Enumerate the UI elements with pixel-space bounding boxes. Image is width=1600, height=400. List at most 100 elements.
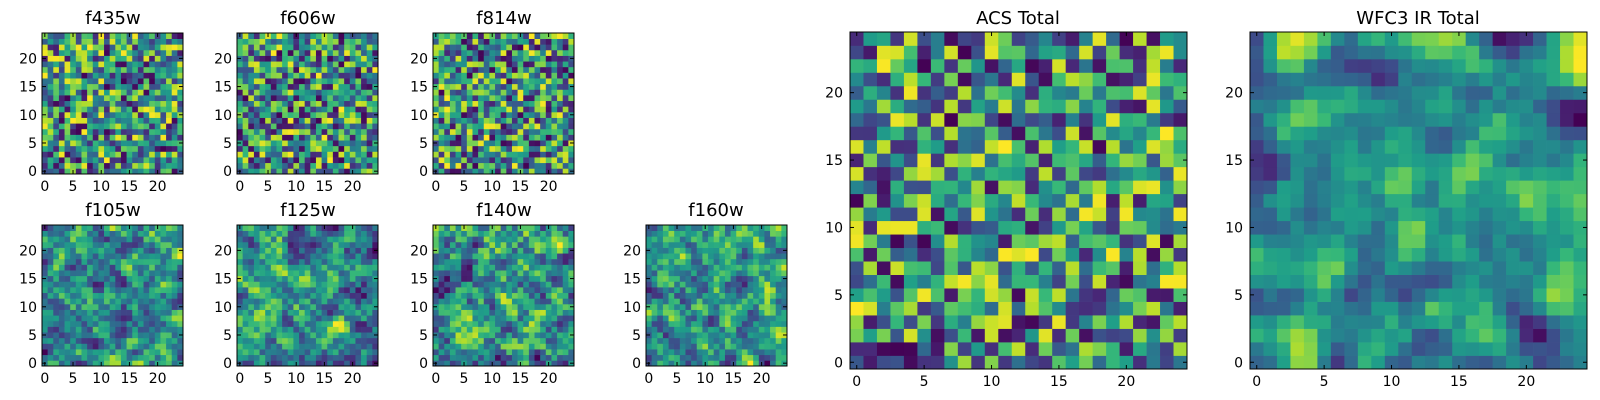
heatmap-cell (506, 247, 513, 254)
heatmap-cell (540, 111, 547, 118)
heatmap-cell (444, 157, 451, 164)
heatmap-cell (372, 264, 379, 271)
heatmap-cell (770, 275, 777, 282)
heatmap-cell (662, 298, 669, 305)
heatmap-cell (662, 337, 669, 344)
heatmap-cell (293, 275, 300, 282)
heatmap-cell (64, 320, 71, 327)
heatmap-cell (265, 298, 272, 305)
heatmap-cell (651, 303, 658, 310)
heatmap-cell (166, 230, 173, 237)
heatmap-cell (87, 241, 94, 248)
heatmap-cell (242, 66, 249, 73)
heatmap-cell (1079, 342, 1093, 356)
heatmap-cell (930, 220, 945, 235)
heatmap-cell (651, 241, 658, 248)
heatmap-cell (528, 292, 535, 299)
heatmap-cell (736, 303, 743, 310)
heatmap-cell (321, 309, 328, 316)
heatmap-cell (104, 100, 111, 107)
heatmap-cell (736, 264, 743, 271)
heatmap-cell (299, 253, 306, 260)
heatmap-cell (500, 247, 507, 254)
heatmap-cell (523, 287, 530, 294)
heatmap-cell (349, 287, 356, 294)
heatmap-cell (361, 95, 368, 102)
heatmap-cell (506, 33, 513, 39)
heatmap-cell (562, 315, 569, 322)
heatmap-cell (160, 83, 167, 90)
heatmap-cell (557, 275, 564, 282)
heatmap-cell (850, 220, 864, 235)
heatmap-cell (64, 55, 71, 62)
heatmap-cell (483, 151, 490, 158)
heatmap-cell (53, 298, 60, 305)
heatmap-cell (132, 128, 139, 135)
heatmap-cell (747, 281, 754, 288)
heatmap-cell (75, 281, 82, 288)
heatmap-cell (92, 354, 99, 361)
heatmap-cell (523, 157, 530, 164)
heatmap-cell (702, 281, 709, 288)
heatmap-cell (466, 298, 473, 305)
heatmap-cell (282, 89, 289, 96)
panel-title: f140w (476, 200, 531, 221)
heatmap-cell (75, 343, 82, 350)
heatmap-cell (551, 123, 558, 130)
heatmap-cell (438, 106, 445, 113)
heatmap-cell (372, 354, 379, 361)
heatmap-cell (53, 236, 60, 243)
heatmap-cell (166, 89, 173, 96)
heatmap-cell (534, 292, 541, 299)
heatmap-cell (747, 292, 754, 299)
heatmap-cell (149, 95, 156, 102)
heatmap-cell (81, 157, 88, 164)
heatmap-cell (372, 236, 379, 243)
heatmap-cell (338, 241, 345, 248)
heatmap-cell (166, 236, 173, 243)
heatmap-cell (70, 100, 77, 107)
heatmap-cell (270, 72, 277, 79)
heatmap-cell (242, 258, 249, 265)
heatmap-cell (70, 95, 77, 102)
heatmap-cell (64, 78, 71, 85)
heatmap-cell (154, 151, 161, 158)
heatmap-cell (511, 354, 518, 361)
heatmap-cell (242, 128, 249, 135)
heatmap-cell (534, 78, 541, 85)
heatmap-cell (438, 281, 445, 288)
heatmap-cell (310, 270, 317, 277)
heatmap-cell (53, 315, 60, 322)
heatmap-cell (315, 33, 322, 39)
heatmap-cell (1160, 220, 1174, 235)
heatmap-cell (753, 349, 760, 356)
heatmap-cell (691, 298, 698, 305)
heatmap-cell (489, 106, 496, 113)
heatmap-cell (53, 49, 60, 56)
heatmap-cell (685, 230, 692, 237)
heatmap-cell (528, 140, 535, 147)
heatmap-cell (984, 342, 999, 356)
heatmap-cell (472, 247, 479, 254)
y-tick-label: 20 (214, 243, 232, 259)
heatmap-cell (466, 151, 473, 158)
heatmap-cell (154, 49, 161, 56)
heatmap-cell (455, 83, 462, 90)
heatmap-cell (349, 253, 356, 260)
heatmap-cell (53, 157, 60, 164)
heatmap-cell (489, 270, 496, 277)
heatmap-cell (366, 128, 373, 135)
heatmap-cell (472, 281, 479, 288)
heatmap-cell (764, 320, 771, 327)
heatmap-cell (753, 287, 760, 294)
heatmap-cell (984, 301, 999, 316)
heatmap-cell (433, 320, 439, 327)
heatmap-cell (679, 275, 686, 282)
heatmap-cell (104, 349, 111, 356)
heatmap-cell (321, 38, 328, 45)
heatmap-cell (551, 236, 558, 243)
heatmap-cell (730, 354, 737, 361)
heatmap-cell (461, 106, 468, 113)
heatmap-cell (293, 89, 300, 96)
heatmap-cell (500, 264, 507, 271)
